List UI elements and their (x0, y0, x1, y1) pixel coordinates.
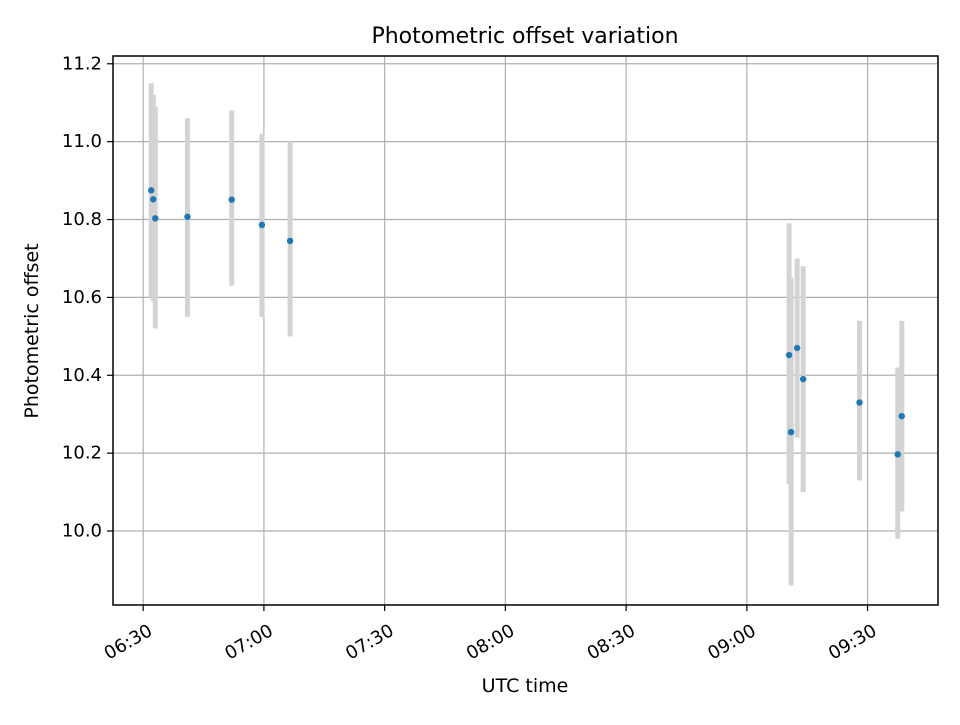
y-tick-label: 10.8 (62, 209, 102, 230)
grid (113, 56, 938, 605)
x-axis-label: UTC time (482, 675, 569, 697)
y-axis-ticks: 10.0 10.2 10.4 10.6 10.8 11.0 11.2 (62, 53, 113, 542)
data-point (787, 428, 795, 436)
y-tick-label: 10.6 (62, 287, 102, 308)
chart-title: Photometric offset variation (371, 24, 678, 49)
data-point (148, 187, 155, 194)
data-point (894, 451, 901, 458)
data-point (286, 237, 294, 245)
data-point (793, 344, 801, 352)
y-tick-label: 11.0 (62, 131, 102, 152)
data-point (228, 196, 235, 203)
data-point (799, 375, 807, 383)
data-points (148, 187, 905, 458)
data-point (898, 412, 905, 420)
data-point (184, 213, 191, 221)
data-point (258, 221, 266, 229)
data-point (785, 351, 793, 359)
data-point (150, 196, 157, 203)
y-tick-label: 10.4 (62, 365, 102, 386)
data-point (856, 399, 863, 406)
y-axis-label: Photometric offset (21, 243, 43, 418)
y-tick-label: 10.2 (62, 443, 102, 464)
data-point (152, 215, 159, 222)
plot-frame (112, 55, 939, 606)
y-tick-label: 10.0 (62, 521, 102, 542)
y-tick-label: 11.2 (62, 53, 102, 74)
